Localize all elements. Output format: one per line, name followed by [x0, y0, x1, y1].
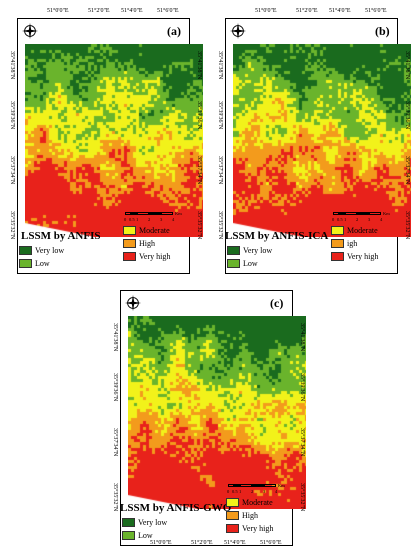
legend-very-high: Very high [123, 252, 170, 261]
lon-tick: 51°0'0"E [47, 8, 69, 14]
susceptibility-map-b [233, 44, 411, 237]
swatch-high [123, 239, 136, 248]
map-panel-c: (c) LSSM by ANFIS-GWO 0 0.5 1 2 3 4 Km Very lo… [108, 278, 306, 546]
legend-high: High [226, 511, 258, 520]
lon-tick: 51°2'0"E [88, 8, 110, 14]
lat-tick: 35°35'32"N [299, 483, 305, 512]
lat-tick: 35°41'38"N [404, 51, 410, 80]
swatch-moderate [331, 226, 344, 235]
lat-tick: 35°37'34"N [217, 156, 223, 185]
legend-very-high: Very high [331, 252, 378, 261]
swatch-low [122, 531, 135, 540]
lat-tick: 35°35'32"N [196, 211, 202, 240]
lat-tick: 35°35'32"N [9, 211, 15, 240]
lat-tick: 35°39'36"N [196, 101, 202, 130]
legend-moderate: Moderate [331, 226, 378, 235]
swatch-low [227, 259, 240, 268]
map-title: LSSM by ANFIS-ICA [225, 230, 329, 242]
lat-tick: 35°37'34"N [9, 156, 15, 185]
lat-tick: 35°41'38"N [196, 51, 202, 80]
map-panel-b: (b) LSSM by ANFIS-ICA 0 0.5 1 2 3 4 Km Very lo… [213, 6, 411, 274]
lat-tick: 35°41'38"N [112, 323, 118, 352]
lon-tick: 51°6'0"E [260, 540, 282, 546]
legend-very-low: Very low [122, 518, 167, 527]
legend-very-low: Very low [227, 246, 272, 255]
lat-tick: 35°37'34"N [196, 156, 202, 185]
panel-letter: (b) [375, 24, 390, 38]
lat-tick: 35°41'38"N [9, 51, 15, 80]
lat-tick: 35°39'36"N [217, 101, 223, 130]
susceptibility-map-c [128, 316, 306, 509]
lon-tick: 51°0'0"E [150, 540, 172, 546]
lat-tick: 35°35'32"N [217, 211, 223, 240]
lon-tick: 51°0'0"E [255, 8, 277, 14]
swatch-very-low [227, 246, 240, 255]
map-title: LSSM by ANFIS-GWO [120, 502, 232, 514]
lat-tick: 35°37'34"N [404, 156, 410, 185]
swatch-moderate [123, 226, 136, 235]
lon-tick: 51°4'0"E [329, 8, 351, 14]
swatch-high [331, 239, 344, 248]
compass-rose-icon [21, 22, 39, 40]
lon-tick: 51°6'0"E [365, 8, 387, 14]
swatch-low [19, 259, 32, 268]
lon-tick: 51°4'0"E [121, 8, 143, 14]
compass-rose-icon [124, 294, 142, 312]
scale-bar: 0 0.5 1 2 3 4 Km [227, 483, 285, 494]
lat-tick: 35°37'34"N [299, 428, 305, 457]
legend-low: Low [19, 259, 50, 268]
swatch-high [226, 511, 239, 520]
lon-tick: 51°2'0"E [296, 8, 318, 14]
map-title: LSSM by ANFIS [21, 230, 101, 242]
lat-tick: 35°39'36"N [404, 101, 410, 130]
legend-very-low: Very low [19, 246, 64, 255]
susceptibility-map-a [25, 44, 203, 237]
lon-tick: 51°6'0"E [157, 8, 179, 14]
legend-high: High [123, 239, 155, 248]
compass-rose-icon [229, 22, 247, 40]
swatch-very-low [122, 518, 135, 527]
lat-tick: 35°39'36"N [9, 101, 15, 130]
lat-tick: 35°41'38"N [299, 323, 305, 352]
lat-tick: 35°37'34"N [112, 428, 118, 457]
legend-low: Low [122, 531, 153, 540]
lat-tick: 35°39'36"N [299, 373, 305, 402]
legend-high: igh [331, 239, 357, 248]
swatch-very-high [331, 252, 344, 261]
scale-bar: 0 0.5 1 2 3 4 Km [124, 211, 182, 222]
legend-moderate: Moderate [123, 226, 170, 235]
map-panel-a: (a) LSSM by ANFIS 0 0.5 1 2 3 4 Km Very low Lo… [5, 6, 203, 274]
lon-tick: 51°2'0"E [191, 540, 213, 546]
legend-low: Low [227, 259, 258, 268]
lat-tick: 35°41'38"N [217, 51, 223, 80]
lat-tick: 35°39'36"N [112, 373, 118, 402]
legend-moderate: Moderate [226, 498, 273, 507]
swatch-very-high [123, 252, 136, 261]
scale-bar: 0 0.5 1 2 3 4 Km [332, 211, 390, 222]
lon-tick: 51°4'0"E [224, 540, 246, 546]
swatch-very-low [19, 246, 32, 255]
panel-letter: (c) [270, 296, 284, 310]
panel-letter: (a) [167, 24, 181, 38]
swatch-very-high [226, 524, 239, 533]
lat-tick: 35°35'32"N [112, 483, 118, 512]
swatch-moderate [226, 498, 239, 507]
legend-very-high: Very high [226, 524, 273, 533]
lat-tick: 35°35'32"N [404, 211, 410, 240]
